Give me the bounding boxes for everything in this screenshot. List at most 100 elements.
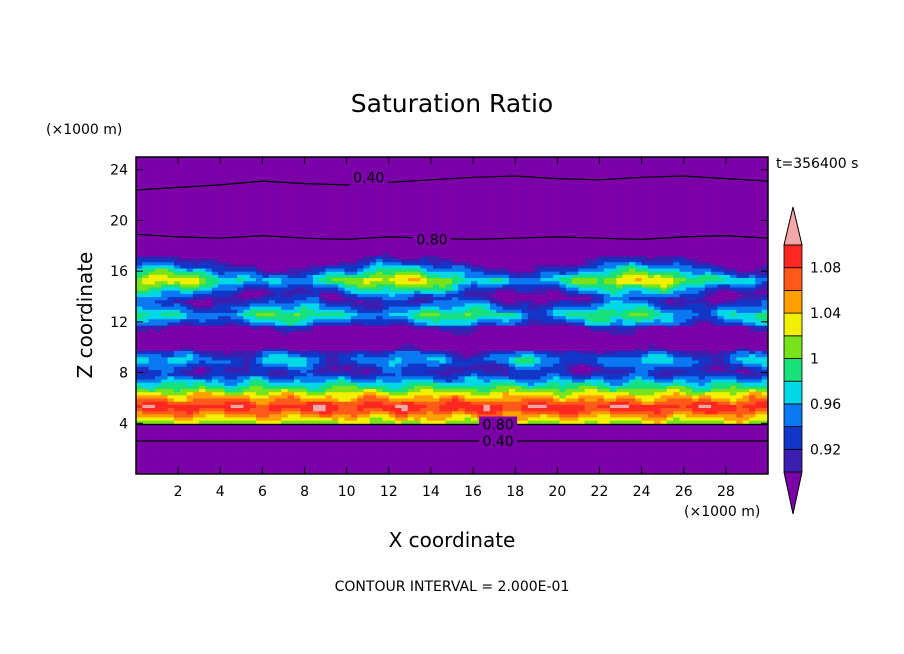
field-cell bbox=[281, 328, 289, 332]
field-cell bbox=[180, 264, 188, 269]
field-cell bbox=[243, 267, 251, 272]
field-cell bbox=[439, 334, 447, 339]
field-cell bbox=[287, 210, 295, 215]
field-cell bbox=[312, 423, 320, 428]
field-cell bbox=[230, 445, 238, 450]
field-cell bbox=[199, 160, 207, 164]
field-cell bbox=[154, 429, 162, 434]
field-cell bbox=[237, 464, 245, 469]
field-cell bbox=[275, 305, 282, 310]
field-cell bbox=[256, 305, 263, 310]
field-cell bbox=[136, 331, 143, 336]
field-cell bbox=[180, 426, 188, 431]
field-cell bbox=[439, 248, 447, 253]
field-cell bbox=[224, 331, 232, 336]
field-cell bbox=[344, 261, 352, 266]
field-cell bbox=[369, 315, 377, 320]
field-cell bbox=[407, 176, 415, 180]
field-cell bbox=[395, 195, 403, 199]
field-cell bbox=[230, 372, 238, 377]
field-cell bbox=[369, 239, 377, 244]
field-cell bbox=[224, 274, 232, 279]
field-cell bbox=[180, 432, 188, 437]
field-cell bbox=[180, 340, 188, 345]
field-cell bbox=[167, 350, 175, 355]
field-cell bbox=[420, 454, 428, 459]
field-cell bbox=[142, 315, 150, 320]
field-cell bbox=[350, 432, 358, 437]
field-cell bbox=[154, 397, 162, 402]
field-cell bbox=[426, 201, 434, 206]
field-cell bbox=[426, 464, 434, 469]
field-cell bbox=[268, 214, 276, 218]
field-cell bbox=[319, 226, 327, 231]
field-cell bbox=[173, 255, 181, 260]
field-cell bbox=[439, 375, 447, 380]
field-cell bbox=[167, 207, 175, 212]
field-cell bbox=[136, 375, 143, 380]
field-cell bbox=[382, 223, 390, 228]
field-cell bbox=[401, 233, 409, 237]
field-cell bbox=[211, 404, 219, 409]
field-cell bbox=[287, 391, 295, 396]
field-cell bbox=[445, 432, 453, 437]
field-cell bbox=[350, 448, 358, 453]
field-cell bbox=[224, 217, 232, 221]
field-cell bbox=[224, 325, 232, 329]
field-cell bbox=[243, 258, 251, 263]
field-cell bbox=[161, 226, 169, 231]
field-cell bbox=[199, 416, 207, 421]
field-cell bbox=[420, 426, 428, 431]
field-cell bbox=[211, 426, 219, 431]
field-cell bbox=[357, 264, 365, 269]
field-cell bbox=[376, 347, 384, 351]
field-cell bbox=[161, 340, 169, 345]
field-cell bbox=[445, 382, 453, 386]
field-cell bbox=[433, 274, 440, 279]
field-cell bbox=[154, 274, 162, 279]
field-cell bbox=[338, 391, 346, 396]
field-cell bbox=[275, 451, 282, 456]
field-cell bbox=[161, 248, 169, 253]
field-cell bbox=[281, 258, 289, 263]
field-cell bbox=[401, 445, 409, 450]
field-cell bbox=[325, 470, 333, 474]
field-cell bbox=[275, 410, 282, 415]
field-cell bbox=[180, 169, 188, 174]
field-cell bbox=[401, 195, 409, 199]
field-cell bbox=[199, 312, 207, 317]
field-cell bbox=[186, 280, 194, 285]
field-cell bbox=[275, 331, 282, 336]
field-cell bbox=[237, 451, 245, 456]
field-cell bbox=[388, 378, 396, 383]
field-cell bbox=[294, 385, 301, 390]
field-cell bbox=[407, 454, 415, 459]
field-cell bbox=[154, 366, 162, 370]
field-cell bbox=[325, 207, 333, 212]
field-cell bbox=[414, 293, 421, 298]
field-cell bbox=[433, 470, 440, 474]
field-cell bbox=[237, 242, 245, 247]
field-cell bbox=[376, 337, 384, 342]
field-cell bbox=[186, 328, 194, 332]
field-cell bbox=[426, 255, 434, 260]
field-cell bbox=[338, 454, 346, 459]
field-cell bbox=[388, 290, 396, 294]
field-cell bbox=[268, 248, 276, 253]
field-cell bbox=[136, 312, 143, 317]
field-cell bbox=[256, 356, 263, 361]
field-cell bbox=[173, 236, 181, 241]
field-cell bbox=[211, 245, 219, 250]
field-cell bbox=[142, 356, 150, 361]
field-cell bbox=[224, 255, 232, 260]
field-cell bbox=[167, 363, 175, 367]
field-cell bbox=[211, 261, 219, 266]
field-cell bbox=[325, 458, 333, 462]
field-cell bbox=[445, 315, 453, 320]
field-cell bbox=[420, 375, 428, 380]
field-cell bbox=[161, 277, 169, 282]
field-cell bbox=[357, 302, 365, 307]
field-cell bbox=[268, 344, 276, 348]
field-cell bbox=[167, 283, 175, 288]
field-cell bbox=[344, 277, 352, 282]
